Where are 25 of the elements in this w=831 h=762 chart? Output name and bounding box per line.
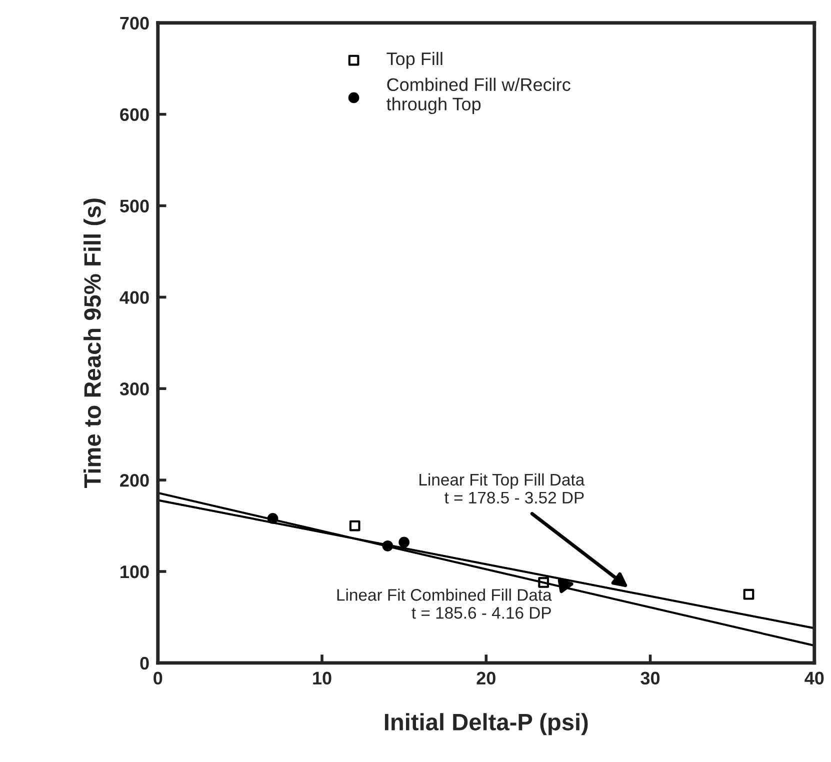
x-tick-label: 10 [313, 672, 332, 685]
y-tick-label: 700 [120, 16, 149, 30]
y-tick-label: 300 [120, 382, 149, 396]
y-tick-label: 100 [120, 565, 149, 578]
point [349, 520, 360, 532]
y-tick-label: 200 [120, 474, 149, 487]
legend-label: Top Fill [386, 52, 442, 69]
annotation: Linear Fit Combined Fill Data t = 185.6 - 4.16 DP [337, 588, 552, 619]
y-axis-title: Time to Reach 95% Fill (s) [84, 198, 106, 488]
y-tick-label: 600 [120, 108, 149, 122]
x-tick-label: 0 [154, 672, 162, 685]
x-tick-label: 20 [476, 672, 496, 685]
y-tick-label: 400 [120, 291, 149, 304]
x-tick-label: 30 [640, 672, 660, 685]
y-tick-label: 0 [140, 656, 149, 670]
point [743, 588, 754, 600]
annotation: Linear Fit Top Fill Data t = 178.5 - 3.52 DP [420, 473, 585, 504]
point [538, 577, 550, 588]
x-axis-title: Initial Delta-P (psi) [384, 713, 588, 736]
y-tick-label: 500 [120, 200, 149, 212]
x-tick-label: 40 [804, 672, 824, 685]
legend-label: Combined Fill w/Recirc through Top [386, 78, 570, 114]
point [382, 540, 394, 552]
point [267, 513, 278, 524]
point [398, 536, 410, 548]
